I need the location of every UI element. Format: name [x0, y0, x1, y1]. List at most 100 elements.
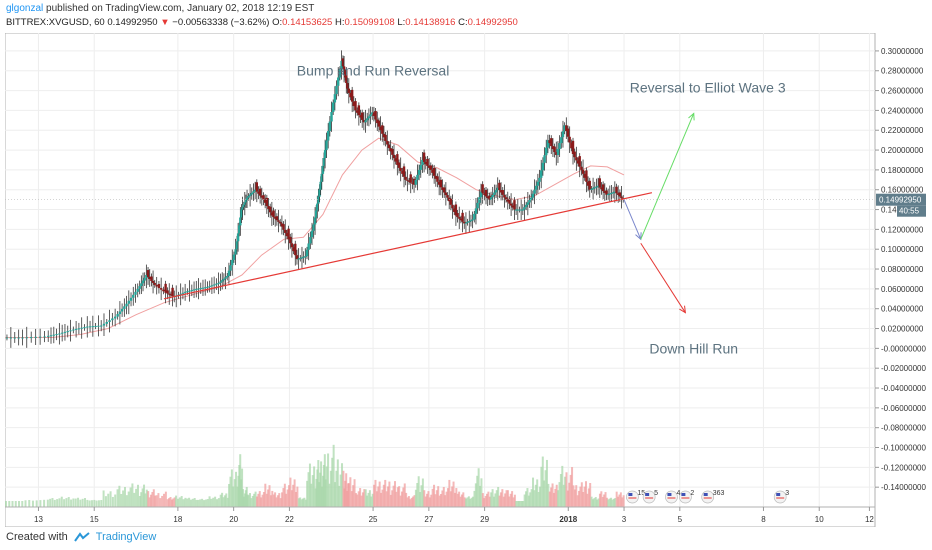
volume-bar: [604, 492, 607, 507]
candle-body: [270, 212, 274, 216]
candle-body: [521, 209, 525, 211]
volume-bar: [147, 491, 150, 507]
volume-bar: [102, 490, 105, 507]
candle-body: [394, 158, 397, 162]
x-tick-label: 27: [424, 515, 433, 524]
candle-body: [66, 331, 69, 333]
volume-bar: [352, 485, 355, 507]
candle-body: [43, 336, 46, 338]
volume-bar: [118, 485, 121, 507]
volume-bar: [150, 494, 152, 507]
candle-body: [337, 77, 340, 86]
candle-body: [102, 323, 106, 326]
volume-bar: [548, 491, 551, 507]
candle-body: [226, 275, 229, 278]
candle-body: [148, 276, 151, 279]
volume-bar: [81, 498, 84, 507]
price-chart[interactable]: 0.30000000 0.28000000 0.26000000 0.24000000…: [4, 32, 927, 528]
candle-body: [411, 182, 414, 184]
countdown-label: 40:55: [899, 207, 920, 216]
candle-body: [606, 194, 610, 196]
volume-bar: [441, 490, 444, 507]
candle-body: [302, 256, 305, 258]
x-tick-label: 2018: [559, 515, 577, 524]
volume-bar: [212, 497, 215, 507]
volume-bar: [164, 491, 167, 507]
volume-bar: [555, 484, 558, 507]
volume-bar: [114, 494, 117, 507]
candle-body: [309, 237, 312, 244]
volume-bar: [199, 499, 202, 507]
candle-body: [406, 179, 409, 181]
volume-bar: [363, 489, 366, 507]
volume-bar: [381, 489, 384, 507]
candle-body: [503, 194, 506, 198]
candle-body: [513, 200, 516, 210]
volume-bar: [387, 486, 390, 507]
volume-bar: [484, 495, 487, 507]
volume-bar: [195, 499, 198, 507]
candle-body: [295, 255, 299, 260]
volume-bar: [8, 501, 11, 507]
volume-bar: [558, 482, 561, 507]
x-tick-label: 13: [34, 515, 43, 524]
volume-bar: [265, 493, 268, 507]
candle-body: [201, 287, 205, 289]
volume-bar: [217, 498, 220, 507]
volume-bar: [18, 501, 21, 507]
time-axis[interactable]: 13 15 18 20 22 25 27 29 2018 3 5 8 10 12: [5, 506, 875, 524]
volume-bar: [466, 497, 469, 507]
candle-body: [312, 224, 315, 231]
volume-bar: [269, 495, 272, 507]
candle-body: [545, 147, 548, 156]
volume-bar: [271, 490, 274, 507]
candle-body: [5, 337, 9, 339]
y-tick-label: 0.10000000: [881, 245, 924, 254]
x-tick-label: 20: [229, 515, 238, 524]
volume-bar: [576, 495, 579, 507]
volume-bar: [180, 496, 183, 507]
pattern-annotation: Bump and Run Reversal: [297, 63, 450, 79]
tradingview-link[interactable]: TradingView: [95, 531, 157, 543]
candle-body: [442, 187, 446, 193]
candle-body: [578, 156, 581, 167]
candle-body: [483, 193, 486, 195]
candle-body: [352, 101, 356, 107]
candle-body: [330, 111, 333, 122]
volume-bar: [427, 491, 430, 507]
candle-body: [575, 157, 578, 161]
candle-body: [546, 140, 550, 148]
candle-body: [421, 159, 424, 165]
volume-bar: [129, 487, 132, 507]
candle-body: [105, 321, 108, 324]
volume-bar: [360, 495, 363, 507]
candle-body: [560, 137, 563, 144]
volume-bar: [226, 497, 229, 507]
candle-body: [30, 337, 33, 339]
candle-body: [287, 228, 290, 240]
candle-body: [367, 116, 371, 119]
candle-body: [181, 292, 185, 294]
volume-bar: [300, 499, 303, 507]
y-tick-label: -0.00000000: [881, 344, 926, 353]
candle-body: [469, 220, 473, 222]
candle-body: [516, 209, 519, 211]
candle-body: [146, 270, 150, 277]
candle-body: [366, 118, 369, 121]
candle-body: [257, 191, 260, 194]
green-arrow: [640, 113, 695, 240]
candle-body: [540, 170, 543, 178]
y-tick-label: 0.16000000: [881, 186, 924, 195]
y-tick-label: 0.08000000: [881, 265, 924, 274]
candle-body: [458, 217, 461, 219]
volume-bar: [494, 493, 497, 507]
price-axis[interactable]: 0.30000000 0.28000000 0.26000000 0.24000000…: [875, 47, 926, 492]
candle-body: [321, 165, 325, 174]
volume-bar: [554, 488, 557, 507]
volume-bar: [392, 485, 395, 507]
volume-bar: [618, 494, 621, 507]
author-link[interactable]: glgonzal: [6, 3, 44, 14]
chart-area[interactable]: 0.30000000 0.28000000 0.26000000 0.24000000…: [4, 32, 927, 532]
event-count: 5: [654, 490, 658, 497]
volume-bar: [186, 498, 189, 507]
